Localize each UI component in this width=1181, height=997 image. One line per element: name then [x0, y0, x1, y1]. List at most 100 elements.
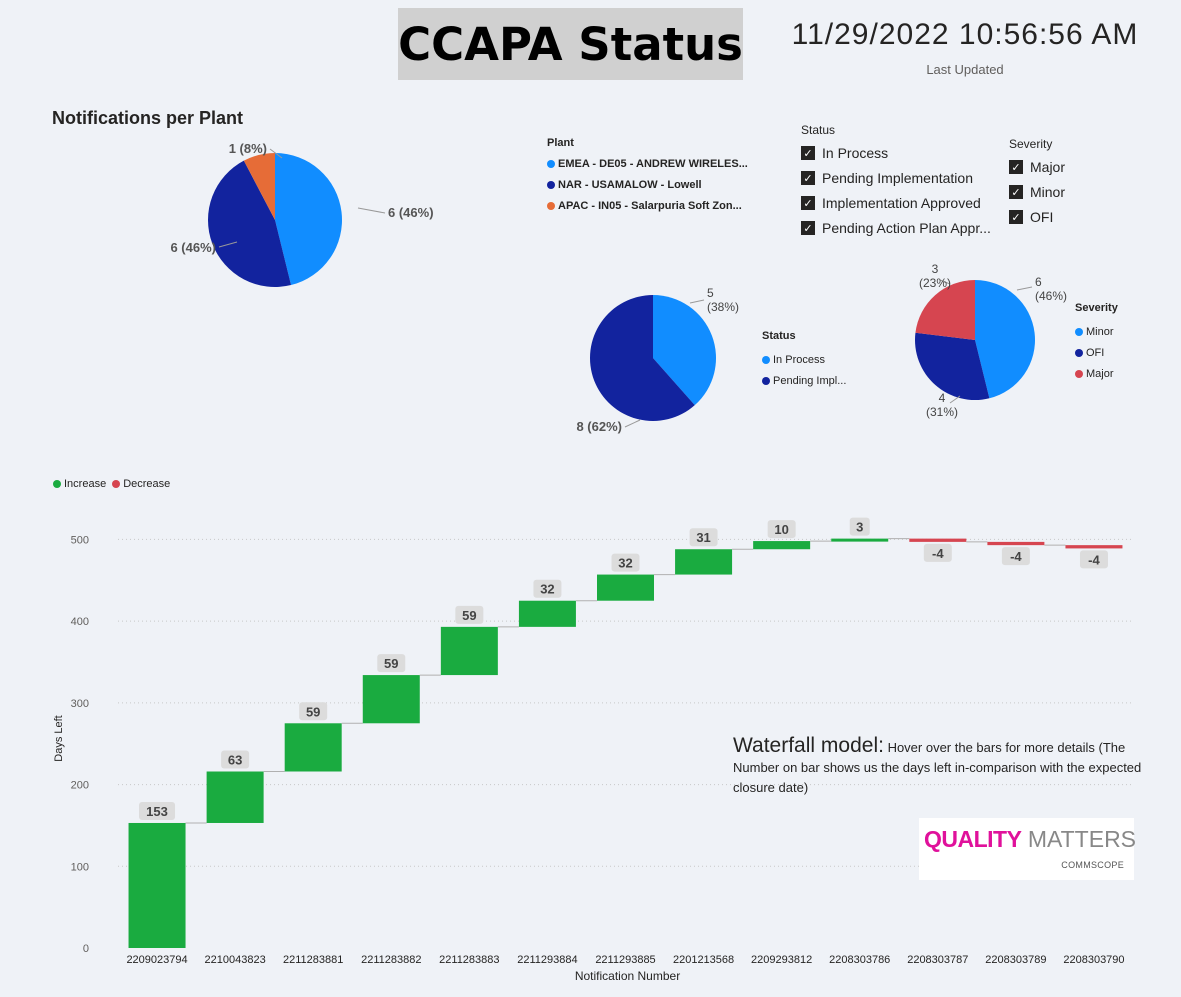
- waterfall-data-label: -4: [1088, 552, 1100, 567]
- status-option-pending-implementation[interactable]: ✓ Pending Implementation: [801, 168, 1001, 188]
- slicer-option-label: Minor: [1030, 184, 1066, 200]
- plant-pie-title: Notifications per Plant: [52, 108, 244, 128]
- severity-legend-title: Severity: [1075, 302, 1118, 314]
- severity-legend-item-major[interactable]: Major: [1075, 363, 1165, 384]
- legend-dot-icon: [762, 355, 770, 364]
- waterfall-data-label: 32: [618, 556, 632, 571]
- waterfall-bar[interactable]: [518, 600, 576, 627]
- plant-legend-label: APAC - IN05 - Salarpuria Soft Zon...: [558, 199, 742, 212]
- status-option-implementation-approved[interactable]: ✓ Implementation Approved: [801, 193, 1001, 213]
- status-option-pending-action-plan[interactable]: ✓ Pending Action Plan Appr...: [801, 218, 1001, 238]
- waterfall-data-label: 59: [462, 608, 476, 623]
- waterfall-bar[interactable]: [987, 541, 1045, 546]
- waterfall-bar[interactable]: [362, 675, 420, 724]
- waterfall-bar[interactable]: [1065, 545, 1123, 549]
- y-tick-label: 0: [83, 943, 89, 955]
- severity-pie-legend: Severity Minor OFI Major: [1075, 302, 1165, 384]
- y-tick-label: 200: [71, 780, 89, 792]
- waterfall-bar[interactable]: [284, 723, 342, 772]
- logo-brand-bold: QUALITY: [924, 826, 1022, 852]
- x-tick-label: 2208303789: [985, 954, 1046, 966]
- checkbox-checked-icon[interactable]: ✓: [801, 146, 815, 160]
- legend-dot-icon: [547, 180, 555, 189]
- plant-legend-title: Plant: [547, 137, 574, 149]
- waterfall-bar[interactable]: [128, 822, 186, 948]
- waterfall-data-label: -4: [932, 546, 944, 561]
- data-label-box: [377, 654, 406, 673]
- waterfall-legend-label: Increase: [64, 478, 107, 490]
- x-tick-label: 2211283883: [439, 954, 499, 966]
- plant-legend-item-apac[interactable]: APAC - IN05 - Salarpuria Soft Zon...: [547, 195, 777, 216]
- checkbox-checked-icon[interactable]: ✓: [1009, 185, 1023, 199]
- severity-slicer: Severity ✓ Major ✓ Minor ✓ OFI: [1009, 137, 1129, 227]
- slicer-option-label: In Process: [822, 145, 889, 161]
- status-option-in-process[interactable]: ✓ In Process: [801, 143, 1001, 163]
- severity-slicer-title: Severity: [1009, 137, 1053, 151]
- status-legend-title: Status: [762, 330, 796, 342]
- checkbox-checked-icon[interactable]: ✓: [801, 196, 815, 210]
- severity-legend-item-minor[interactable]: Minor: [1075, 321, 1165, 342]
- waterfall-bar[interactable]: [440, 626, 498, 676]
- waterfall-bar[interactable]: [831, 538, 889, 542]
- checkbox-checked-icon[interactable]: ✓: [801, 171, 815, 185]
- data-label-box: [299, 702, 328, 721]
- checkbox-checked-icon[interactable]: ✓: [1009, 160, 1023, 174]
- plant-legend: Plant EMEA - DE05 - ANDREW WIRELES... NA…: [547, 137, 777, 216]
- plant-legend-label: EMEA - DE05 - ANDREW WIRELES...: [558, 157, 748, 170]
- status-slicer: Status ✓ In Process ✓ Pending Implementati…: [801, 123, 1001, 238]
- status-pie-legend: Status In Process Pending Impl...: [762, 330, 872, 391]
- data-label-box: [849, 517, 870, 536]
- legend-dot-icon: [1075, 348, 1083, 357]
- slicer-option-label: Major: [1030, 159, 1066, 175]
- x-tick-label: 2201213568: [673, 954, 734, 966]
- waterfall-data-label: 153: [146, 804, 168, 819]
- slicer-option-label: Pending Implementation: [822, 170, 973, 186]
- waterfall-bar[interactable]: [597, 574, 654, 601]
- severity-legend-item-ofi[interactable]: OFI: [1075, 342, 1165, 363]
- x-axis-label: Notification Number: [575, 969, 680, 983]
- severity-option-major[interactable]: ✓ Major: [1009, 157, 1129, 177]
- severity-option-ofi[interactable]: ✓ OFI: [1009, 207, 1129, 227]
- status-legend-label: In Process: [773, 353, 825, 366]
- waterfall-data-label: 63: [228, 752, 242, 767]
- waterfall-bar[interactable]: [753, 541, 811, 550]
- waterfall-legend-decrease[interactable]: Decrease: [112, 478, 170, 490]
- data-label-box: [533, 579, 562, 598]
- legend-dot-icon: [547, 159, 555, 168]
- slicer-option-label: OFI: [1030, 209, 1054, 225]
- y-tick-label: 300: [71, 698, 89, 710]
- checkbox-checked-icon[interactable]: ✓: [801, 221, 815, 235]
- x-tick-label: 2208303790: [1063, 954, 1124, 966]
- y-tick-label: 400: [71, 616, 89, 628]
- waterfall-bar[interactable]: [206, 771, 264, 823]
- legend-dot-icon: [762, 376, 770, 385]
- data-label-box: [611, 553, 640, 572]
- severity-legend-label: OFI: [1086, 346, 1105, 359]
- legend-dot-icon: [112, 480, 121, 488]
- y-tick-label: 500: [71, 534, 89, 546]
- last-updated-timestamp: 11/29/2022 10:56:56 AM: [791, 18, 1139, 51]
- legend-dot-icon: [547, 201, 555, 210]
- waterfall-legend-increase[interactable]: Increase: [53, 478, 106, 490]
- status-legend-item-pending[interactable]: Pending Impl...: [762, 370, 872, 391]
- waterfall-bar[interactable]: [909, 538, 967, 542]
- plant-legend-item-emea[interactable]: EMEA - DE05 - ANDREW WIRELES...: [547, 153, 777, 174]
- x-tick-label: 2209023794: [126, 954, 187, 966]
- x-tick-label: 2210043823: [205, 954, 266, 966]
- logo-brand-light: MATTERS: [1027, 826, 1137, 852]
- data-label-box: [139, 801, 176, 820]
- waterfall-data-label: 32: [540, 582, 554, 597]
- severity-option-minor[interactable]: ✓ Minor: [1009, 182, 1129, 202]
- checkbox-checked-icon[interactable]: ✓: [1009, 210, 1023, 224]
- data-label-box: [689, 528, 718, 547]
- plant-legend-item-nar[interactable]: NAR - USAMALOW - Lowell: [547, 174, 777, 195]
- waterfall-bar[interactable]: [675, 549, 733, 575]
- waterfall-data-label: 59: [306, 704, 320, 719]
- x-tick-label: 2208303787: [907, 954, 968, 966]
- status-legend-item-in-process[interactable]: In Process: [762, 349, 872, 370]
- legend-dot-icon: [1075, 327, 1083, 336]
- data-label-box: [923, 543, 952, 562]
- x-tick-label: 2211293884: [517, 954, 577, 966]
- y-tick-label: 100: [71, 861, 89, 873]
